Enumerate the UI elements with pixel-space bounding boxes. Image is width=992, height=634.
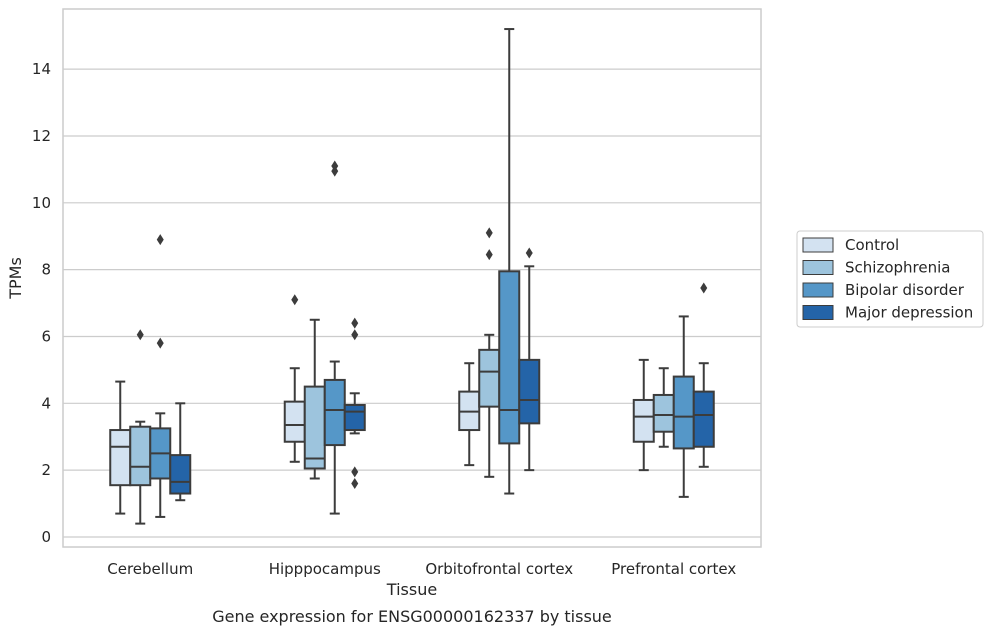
legend-swatch bbox=[802, 237, 834, 253]
box-iqr bbox=[129, 425, 152, 487]
outlier-point bbox=[136, 329, 144, 341]
legend-entry-label: Control bbox=[845, 236, 899, 254]
y-tick-label: 10 bbox=[32, 194, 51, 212]
legend: Control Schizophrenia Bipolar disorder Majo… bbox=[796, 230, 984, 328]
box-bipolar-disorder bbox=[323, 160, 346, 515]
box-iqr bbox=[498, 270, 521, 445]
box-major-depression bbox=[169, 402, 192, 502]
outlier-point bbox=[525, 247, 533, 259]
outlier-point bbox=[485, 227, 493, 239]
box-control bbox=[109, 380, 132, 515]
box-iqr bbox=[109, 429, 132, 487]
outlier-point bbox=[351, 478, 359, 490]
box-iqr bbox=[672, 375, 695, 450]
x-tick-label: Orbitofrontal cortex bbox=[425, 560, 573, 578]
box-iqr bbox=[323, 378, 346, 447]
legend-swatch bbox=[802, 260, 834, 275]
y-tick-label: 8 bbox=[41, 261, 51, 279]
legend-frame bbox=[796, 230, 984, 328]
box-major-depression bbox=[343, 317, 366, 490]
box-iqr bbox=[283, 400, 306, 443]
box-iqr bbox=[303, 385, 326, 470]
outlier-point bbox=[351, 466, 359, 478]
x-tick-label: Prefrontal cortex bbox=[611, 560, 736, 578]
y-tick-label: 6 bbox=[41, 327, 51, 345]
y-tick-label: 2 bbox=[41, 461, 51, 479]
box-iqr bbox=[652, 393, 675, 433]
box-control bbox=[458, 362, 481, 467]
outlier-point bbox=[351, 329, 359, 341]
outlier-point bbox=[331, 160, 339, 172]
y-tick-label: 4 bbox=[41, 394, 51, 412]
y-tick-label: 12 bbox=[32, 127, 51, 145]
outlier-point bbox=[291, 294, 299, 306]
x-tick-label: Cerebellum bbox=[107, 560, 193, 578]
box-iqr bbox=[518, 358, 541, 425]
box-iqr bbox=[169, 454, 192, 495]
outlier-point bbox=[700, 282, 708, 294]
y-tick-labels: 0 2 4 6 8 10 12 14 bbox=[32, 60, 51, 546]
x-tick-label: Hipppocampus bbox=[269, 560, 381, 578]
box-iqr bbox=[632, 398, 655, 443]
box-iqr bbox=[692, 390, 715, 448]
box-schizophrenia bbox=[129, 329, 152, 525]
y-tick-label: 14 bbox=[32, 60, 51, 78]
outlier-point bbox=[351, 317, 359, 329]
box-bipolar-disorder bbox=[149, 234, 172, 518]
box-major-depression bbox=[692, 282, 715, 468]
outlier-point bbox=[156, 234, 164, 246]
outlier-point bbox=[485, 249, 493, 261]
box-control bbox=[283, 294, 306, 463]
y-axis-label: TPMs bbox=[6, 257, 25, 300]
box-iqr bbox=[343, 403, 366, 432]
y-tick-label: 0 bbox=[41, 528, 51, 546]
figure-caption: Gene expression for ENSG00000162337 by t… bbox=[212, 607, 612, 626]
legend-entry-label: Schizophrenia bbox=[845, 259, 950, 277]
box-bipolar-disorder bbox=[672, 315, 695, 498]
legend-entry-label: Major depression bbox=[845, 304, 973, 322]
box-schizophrenia bbox=[478, 227, 501, 478]
legend-entry-label: Bipolar disorder bbox=[845, 281, 965, 299]
box-iqr bbox=[478, 348, 501, 408]
legend-swatch bbox=[802, 305, 834, 320]
legend-swatch bbox=[802, 282, 834, 298]
box-major-depression bbox=[518, 247, 541, 472]
box-bipolar-disorder bbox=[498, 28, 521, 495]
outlier-point bbox=[156, 337, 164, 349]
plot-frame bbox=[62, 8, 762, 548]
box-groups bbox=[109, 28, 715, 525]
x-axis-label: Tissue bbox=[386, 580, 437, 599]
x-tick-labels: Cerebellum Hipppocampus Orbitofrontal cort… bbox=[107, 560, 736, 578]
